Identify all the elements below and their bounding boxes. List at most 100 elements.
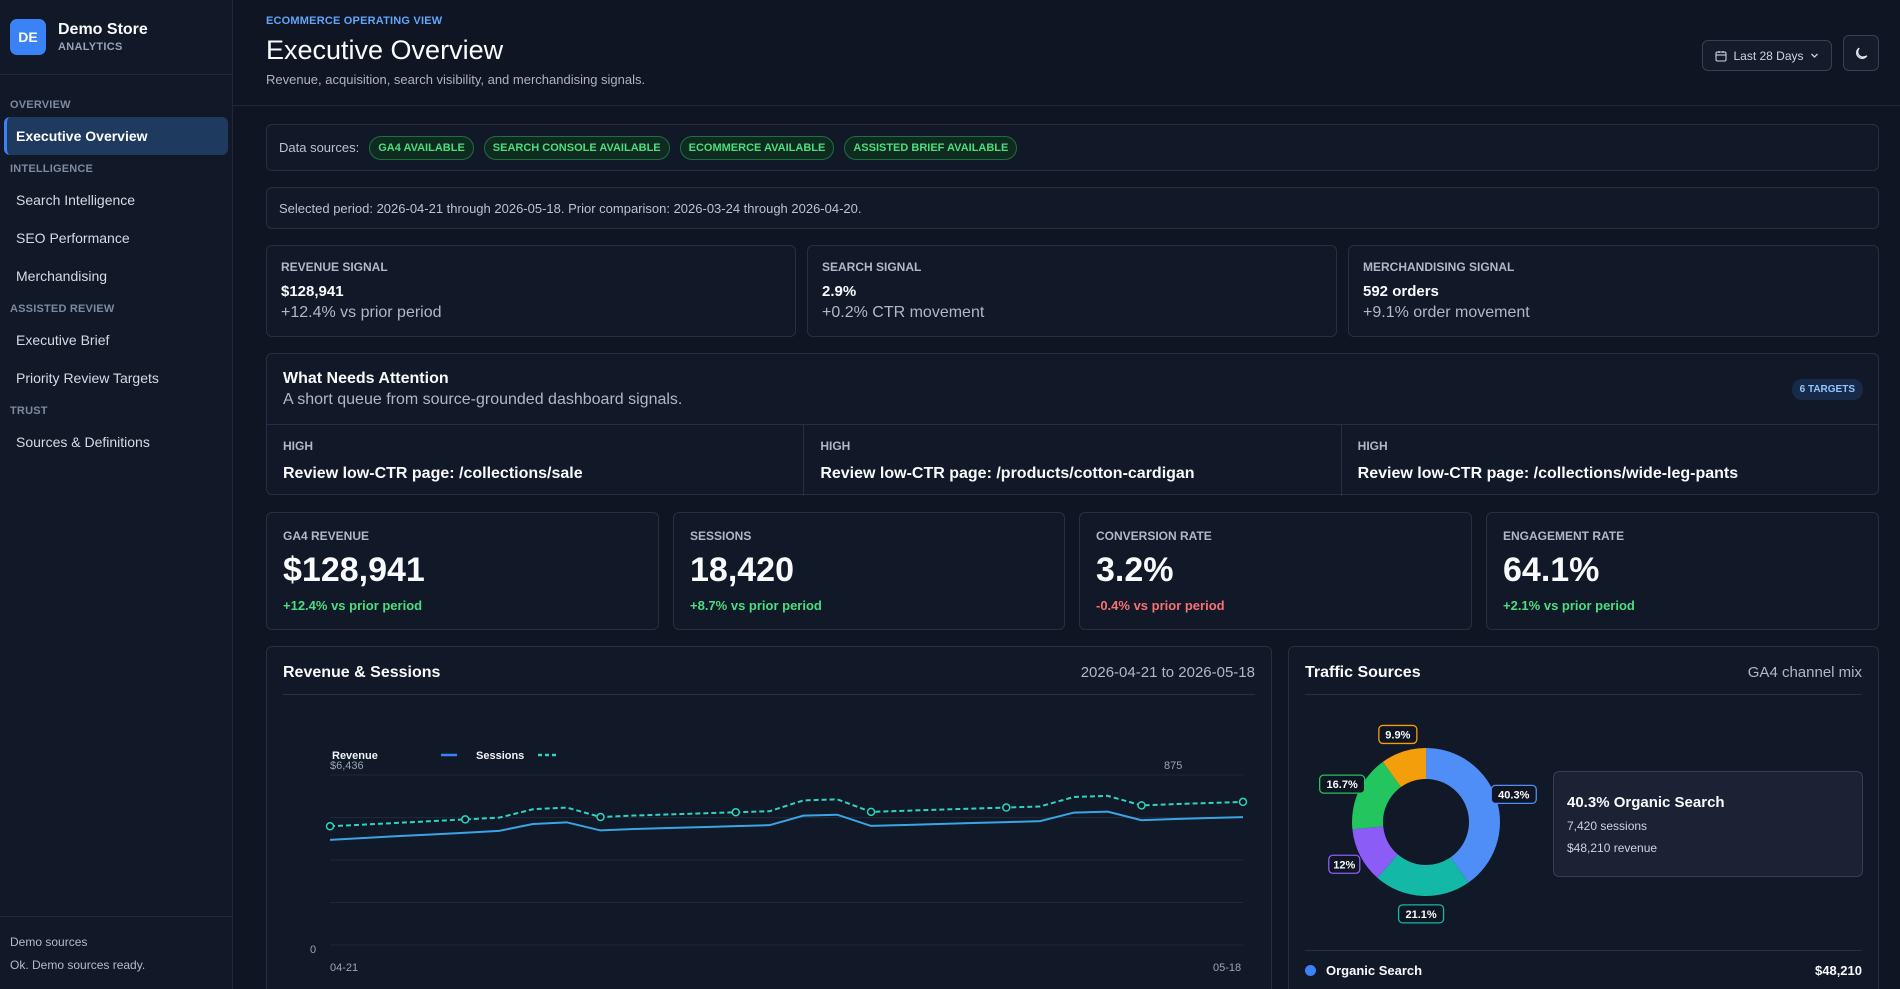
kpi-label: GA4 REVENUE [283,529,370,543]
sidebar-item-executive-brief[interactable]: Executive Brief [16,332,110,348]
kpi-delta: -0.4% vs prior period [1096,598,1225,613]
kpi-card-conversion: CONVERSION RATE 3.2% -0.4% vs prior peri… [1079,512,1472,630]
selected-period-text: Selected period: 2026-04-21 through 2026… [279,200,862,216]
signal-value: 2.9% [822,283,857,300]
attention-targets-row: HIGH Review low-CTR page: /collections/s… [267,424,1878,496]
attention-title: What Needs Attention [283,370,449,387]
legend-label: Organic Search [1326,963,1423,978]
source-pill-search-console: SEARCH CONSOLE AVAILABLE [483,135,670,160]
theme-toggle-button[interactable] [1843,35,1879,71]
divider [283,694,1255,695]
kpi-card-engagement: ENGAGEMENT RATE 64.1% +2.1% vs prior per… [1486,512,1879,630]
kpi-value: 64.1% [1503,551,1600,589]
kpi-delta: +8.7% vs prior period [690,598,822,613]
kpi-delta: +12.4% vs prior period [283,598,423,613]
signal-card-revenue: REVENUE SIGNAL $128,941 +12.4% vs prior … [266,245,796,337]
data-point[interactable] [325,822,335,831]
signal-card-search: SEARCH SIGNAL 2.9% +0.2% CTR movement [807,245,1337,337]
tooltip-sessions: 7,420 sessions [1567,819,1648,833]
sidebar-item-seo-performance[interactable]: SEO Performance [16,230,130,246]
data-point[interactable] [1238,797,1248,807]
donut-slice[interactable] [1426,748,1500,883]
data-point[interactable] [461,815,470,824]
nav-group-intelligence: INTELLIGENCE [10,163,94,175]
data-point[interactable] [866,807,876,817]
kpi-card-revenue: GA4 REVENUE $128,941 +12.4% vs prior per… [266,512,659,630]
sidebar-item-search-intelligence[interactable]: Search Intelligence [16,192,136,208]
targets-badge: 6 TARGETS [1791,379,1863,400]
signal-delta: +0.2% CTR movement [822,304,985,321]
donut-slice[interactable] [1352,761,1401,830]
sidebar-item-executive-overview[interactable]: Executive Overview [4,117,228,155]
signal-delta: +9.1% order movement [1363,304,1530,321]
sidebar-nav: OVERVIEW Executive Overview INTELLIGENCE… [0,75,232,461]
data-point[interactable] [596,812,605,822]
calendar-icon [1715,50,1728,62]
slice-label-box [1319,774,1366,794]
revenue-sessions-card: Revenue & Sessions 2026-04-21 to 2026-05… [266,646,1272,989]
footer-line-1: Demo sources [10,935,88,949]
brand-sub: ANALYTICS [58,41,123,53]
target-priority: HIGH [283,439,313,453]
tooltip-title: 40.3% Organic Search [1567,794,1725,811]
signal-label: REVENUE SIGNAL [281,260,388,274]
slice-label-box [1378,724,1418,745]
traffic-title: Traffic Sources [1305,664,1421,681]
x-tick-label: 05-18 [1213,962,1241,974]
donut-slice[interactable] [1377,854,1469,896]
data-point[interactable] [1137,801,1146,810]
page-eyebrow: ECOMMERCE OPERATING VIEW [266,15,443,27]
moon-icon [1855,47,1867,59]
series-line-revenue [329,810,1244,841]
signal-delta: +12.4% vs prior period [281,304,442,321]
slice-label-box [1328,854,1361,874]
target-text: Review low-CTR page: /collections/wide-l… [1357,465,1739,482]
kpi-label: ENGAGEMENT RATE [1503,529,1625,543]
attention-target[interactable]: HIGH Review low-CTR page: /collections/w… [1342,425,1878,496]
y-tick-label: $6,436 [330,760,364,772]
kpi-label: CONVERSION RATE [1096,529,1212,543]
main-content: ECOMMERCE OPERATING VIEW Executive Overv… [233,0,1900,989]
kpi-value: 18,420 [690,551,794,589]
nav-group-trust: TRUST [10,405,48,417]
sidebar-item-priority-review-targets[interactable]: Priority Review Targets [16,370,159,386]
slice-label-box [1490,784,1537,805]
signal-card-merchandising: MERCHANDISING SIGNAL 592 orders +9.1% or… [1348,245,1879,337]
legend-label-wrap: Organic Search [1305,963,1422,978]
traffic-legend-row[interactable]: Organic Search $48,210 [1305,950,1862,978]
data-point[interactable] [1002,803,1011,812]
slice-label: 9.9% [1385,729,1410,741]
source-pill-ecommerce: ECOMMERCE AVAILABLE [679,135,835,160]
traffic-sources-card: Traffic Sources GA4 channel mix 40.3% 21.… [1288,646,1879,989]
data-point[interactable] [731,808,741,817]
brand-logo: DE [10,19,46,55]
attention-subtitle: A short queue from source-grounded dashb… [283,391,683,408]
brand-name: Demo Store [58,21,148,38]
data-label: 875 [1164,760,1182,772]
traffic-donut-chart[interactable]: 40.3% 21.1% 12% 16.7% 9.9% [1289,717,1549,967]
traffic-tooltip: 40.3% Organic Search 7,420 sessions $48,… [1553,771,1863,877]
brand[interactable]: DE Demo Store ANALYTICS [0,0,232,75]
attention-target[interactable]: HIGH Review low-CTR page: /products/cott… [804,425,1342,496]
sidebar: DE Demo Store ANALYTICS OVERVIEW Executi… [0,0,233,989]
chevron-down-icon [1810,53,1818,58]
attention-panel: What Needs Attention A short queue from … [266,353,1879,496]
donut-slice[interactable] [1352,826,1398,878]
sidebar-item-merchandising[interactable]: Merchandising [16,268,108,284]
date-range-button[interactable]: Last 28 Days [1702,40,1832,71]
series-line-sessions [329,794,1244,828]
kpi-delta: +2.1% vs prior period [1503,598,1635,613]
legend-revenue-label: Revenue [332,750,378,762]
data-sources-label: Data sources: [279,140,360,155]
page-title: Executive Overview [266,35,504,65]
attention-target[interactable]: HIGH Review low-CTR page: /collections/s… [267,425,805,496]
sidebar-item-sources-definitions[interactable]: Sources & Definitions [16,434,150,450]
legend-dot [1305,965,1316,976]
donut-slice[interactable] [1382,748,1426,788]
target-text: Review low-CTR page: /products/cotton-ca… [820,465,1195,482]
traffic-subtitle: GA4 channel mix [1747,664,1862,681]
selected-period-bar: Selected period: 2026-04-21 through 2026… [266,187,1879,229]
kpi-value: $128,941 [283,551,425,589]
chart-range: 2026-04-21 to 2026-05-18 [1080,664,1255,681]
legend-value: $48,210 [1815,963,1862,978]
